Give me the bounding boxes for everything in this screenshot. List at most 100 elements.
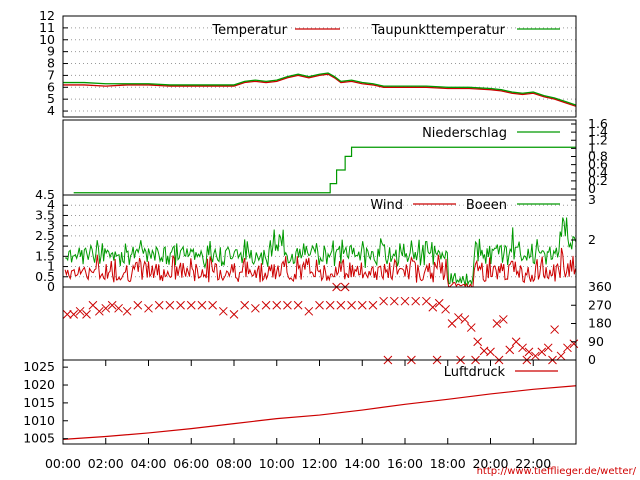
wind-direction-point (389, 296, 399, 306)
y-tick-label: 6 (47, 79, 55, 94)
wind-direction-point (368, 300, 378, 310)
y-tick-label: 2.5 (35, 228, 55, 243)
wind-direction-point (563, 343, 572, 353)
y-tick-label-right: 0.2 (588, 173, 608, 188)
wind-direction-point (531, 351, 540, 361)
y-tick-label: 0.5 (35, 269, 55, 284)
wind-direction-point (261, 300, 271, 310)
legend-temperatur: Temperatur (211, 23, 287, 38)
y-tick-label-right: 2 (588, 232, 596, 247)
panel-frame-temperature (62, 15, 577, 118)
y-tick-label-right: 0 (588, 181, 596, 196)
wind-direction-point (400, 296, 410, 306)
x-tick-label: 18:00 (430, 456, 466, 471)
y-tick-label: 7 (47, 67, 55, 82)
wind-direction-point (524, 347, 534, 357)
wind-direction-point (283, 300, 292, 310)
wind-direction-point (107, 300, 117, 310)
wind-direction-point (218, 306, 228, 316)
y-tick-label-right: 3 (588, 192, 596, 207)
y-tick-label-right: 0 (588, 352, 596, 367)
pressure-series-line (62, 385, 577, 440)
y-tick-label: 1 (47, 259, 55, 274)
wind-direction-point (62, 310, 72, 319)
wind-direction-point (165, 300, 175, 310)
y-tick-label: 1015 (23, 395, 55, 410)
y-tick-label-right: 1.4 (588, 124, 608, 139)
wind-direction-point (411, 296, 421, 306)
y-tick-label: 1025 (23, 359, 55, 374)
wind-direction-point (569, 339, 579, 349)
wind-direction-point (336, 300, 346, 310)
footer-url: http://www.tiefflieger.de/wetter/ (477, 466, 637, 477)
temp-series-line-1 (63, 72, 577, 106)
y-tick-label: 3 (47, 218, 55, 233)
wind-direction-point (441, 304, 450, 314)
frame-layer (62, 15, 577, 445)
wind-direction-point (272, 300, 282, 310)
x-tick-label: 04:00 (130, 456, 166, 471)
y-tick-label: 12 (39, 8, 55, 23)
wind-direction-point (197, 300, 207, 310)
x-tick-label: 22:00 (515, 456, 551, 471)
y-tick-label-right: 180 (588, 316, 612, 331)
text-layer: Temperatur Taupunkttemperatur Niederschl… (23, 8, 636, 477)
wind-direction-point (122, 306, 132, 316)
wind-direction-point (69, 310, 79, 319)
y-tick-label: 1010 (23, 413, 55, 428)
legend-taupunkt: Taupunkttemperatur (371, 23, 506, 38)
wind-direction-point (556, 351, 566, 361)
y-tick-label-right: 0.8 (588, 149, 608, 164)
wind-direction-point (208, 300, 217, 310)
y-tick-label: 3.5 (35, 207, 55, 222)
wind-direction-point (379, 296, 388, 306)
x-tick-label: 00:00 (45, 456, 81, 471)
wind-direction-point (240, 300, 250, 310)
wind-direction-point (428, 302, 438, 312)
wind-direction-point (114, 303, 123, 313)
wind-direction-point (486, 347, 495, 357)
wind-direction-point (186, 300, 196, 310)
y-tick-label: 4 (47, 103, 55, 118)
wind-direction-point (498, 315, 508, 324)
wind-direction-point (293, 300, 303, 310)
legend-wind: Wind (370, 198, 403, 213)
wind-direction-point (325, 300, 335, 310)
panel-frame-wind_direction (62, 286, 577, 361)
wind-direction-point (154, 300, 164, 310)
wind-direction-point (473, 337, 483, 347)
wind-direction-point (460, 315, 470, 324)
wind-direction-point (357, 300, 367, 310)
legend-boeen: Boeen (466, 198, 507, 213)
wind-direction-point (347, 300, 356, 310)
x-tick-label: 12:00 (301, 456, 337, 471)
y-tick-label-right: 270 (588, 297, 612, 312)
y-tick-label-right: 1.6 (588, 116, 608, 131)
y-tick-label: 5 (47, 91, 55, 106)
x-tick-label: 14:00 (344, 456, 380, 471)
x-tick-label: 20:00 (472, 456, 508, 471)
y-tick-label: 9 (47, 44, 55, 59)
y-tick-label-right: 0.6 (588, 157, 608, 172)
x-tick-label: 02:00 (88, 456, 124, 471)
wind-direction-point (492, 319, 502, 328)
wind-direction-point (454, 313, 463, 322)
wind-direction-point (144, 303, 153, 313)
wind-direction-point (550, 325, 559, 334)
y-tick-label: 1.5 (35, 248, 55, 263)
wind-direction-point (466, 323, 476, 332)
wind-direction-point (543, 343, 553, 353)
wind-direction-point (82, 310, 91, 319)
y-tick-label: 10 (39, 32, 55, 47)
y-tick-label-right: 90 (588, 334, 604, 349)
wind-direction-point (537, 347, 547, 357)
y-tick-label: 0 (47, 279, 55, 294)
wind-direction-point (315, 300, 324, 310)
wind-direction-point (75, 306, 85, 316)
legend-niederschlag: Niederschlag (422, 126, 507, 141)
wind-direction-point (133, 300, 143, 310)
legend-luftdruck: Luftdruck (444, 365, 506, 380)
wind-direction-point (101, 303, 111, 313)
